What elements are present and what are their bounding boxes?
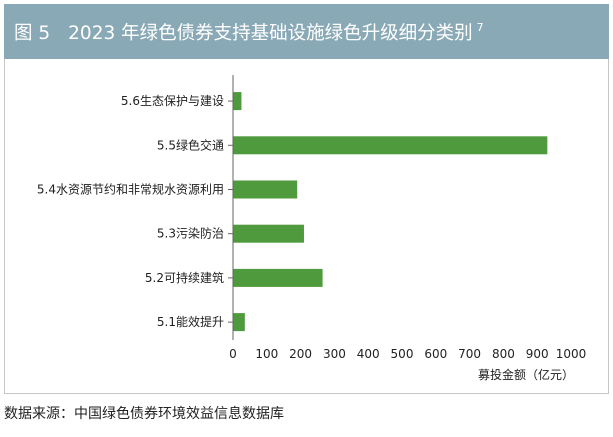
x-tick-label: 0 <box>229 347 237 361</box>
x-tick-label: 700 <box>458 347 481 361</box>
bar <box>233 180 298 199</box>
chart-title: 2023 年绿色债券支持基础设施绿色升级细分类别 <box>68 22 473 44</box>
bar <box>233 313 245 332</box>
data-source-note: 数据来源：中国绿色债券环境效益信息数据库 <box>4 406 284 422</box>
category-label: 5.1能效提升 <box>157 314 224 329</box>
figure-number: 图 5 <box>14 22 51 44</box>
chart-title-bar: 图 5 2023 年绿色债券支持基础设施绿色升级细分类别 7 <box>4 4 609 59</box>
bar <box>233 136 548 155</box>
x-tick-label: 800 <box>492 347 515 361</box>
bar <box>233 92 242 111</box>
category-label: 5.5绿色交通 <box>157 137 224 152</box>
category-label: 5.4水资源节约和非常规水资源利用 <box>37 182 224 197</box>
bar <box>233 268 323 287</box>
x-tick-label: 1000 <box>556 347 587 361</box>
bar <box>233 224 304 243</box>
x-tick-label: 200 <box>289 347 312 361</box>
category-label: 5.6生态保护与建设 <box>121 94 224 108</box>
bar-chart: 5.6生态保护与建设 5.5绿色交通 5.4水资源节约和非常规水资源利用 5.3污染防… <box>37 75 587 382</box>
category-label: 5.2可持续建筑 <box>145 270 224 285</box>
chart-frame: 5.6生态保护与建设 5.5绿色交通 5.4水资源节约和非常规水资源利用 5.3污染防… <box>4 59 609 394</box>
x-tick-label: 500 <box>391 347 414 361</box>
x-tick-label: 600 <box>424 347 447 361</box>
x-tick-label: 300 <box>323 347 346 361</box>
x-tick-label: 400 <box>357 347 380 361</box>
x-axis-label: 募投金额（亿元） <box>478 367 574 382</box>
category-label: 5.3污染防治 <box>157 226 224 241</box>
x-tick-label: 100 <box>255 347 278 361</box>
x-tick-label: 900 <box>526 347 549 361</box>
footnote-ref: 7 <box>476 21 484 34</box>
